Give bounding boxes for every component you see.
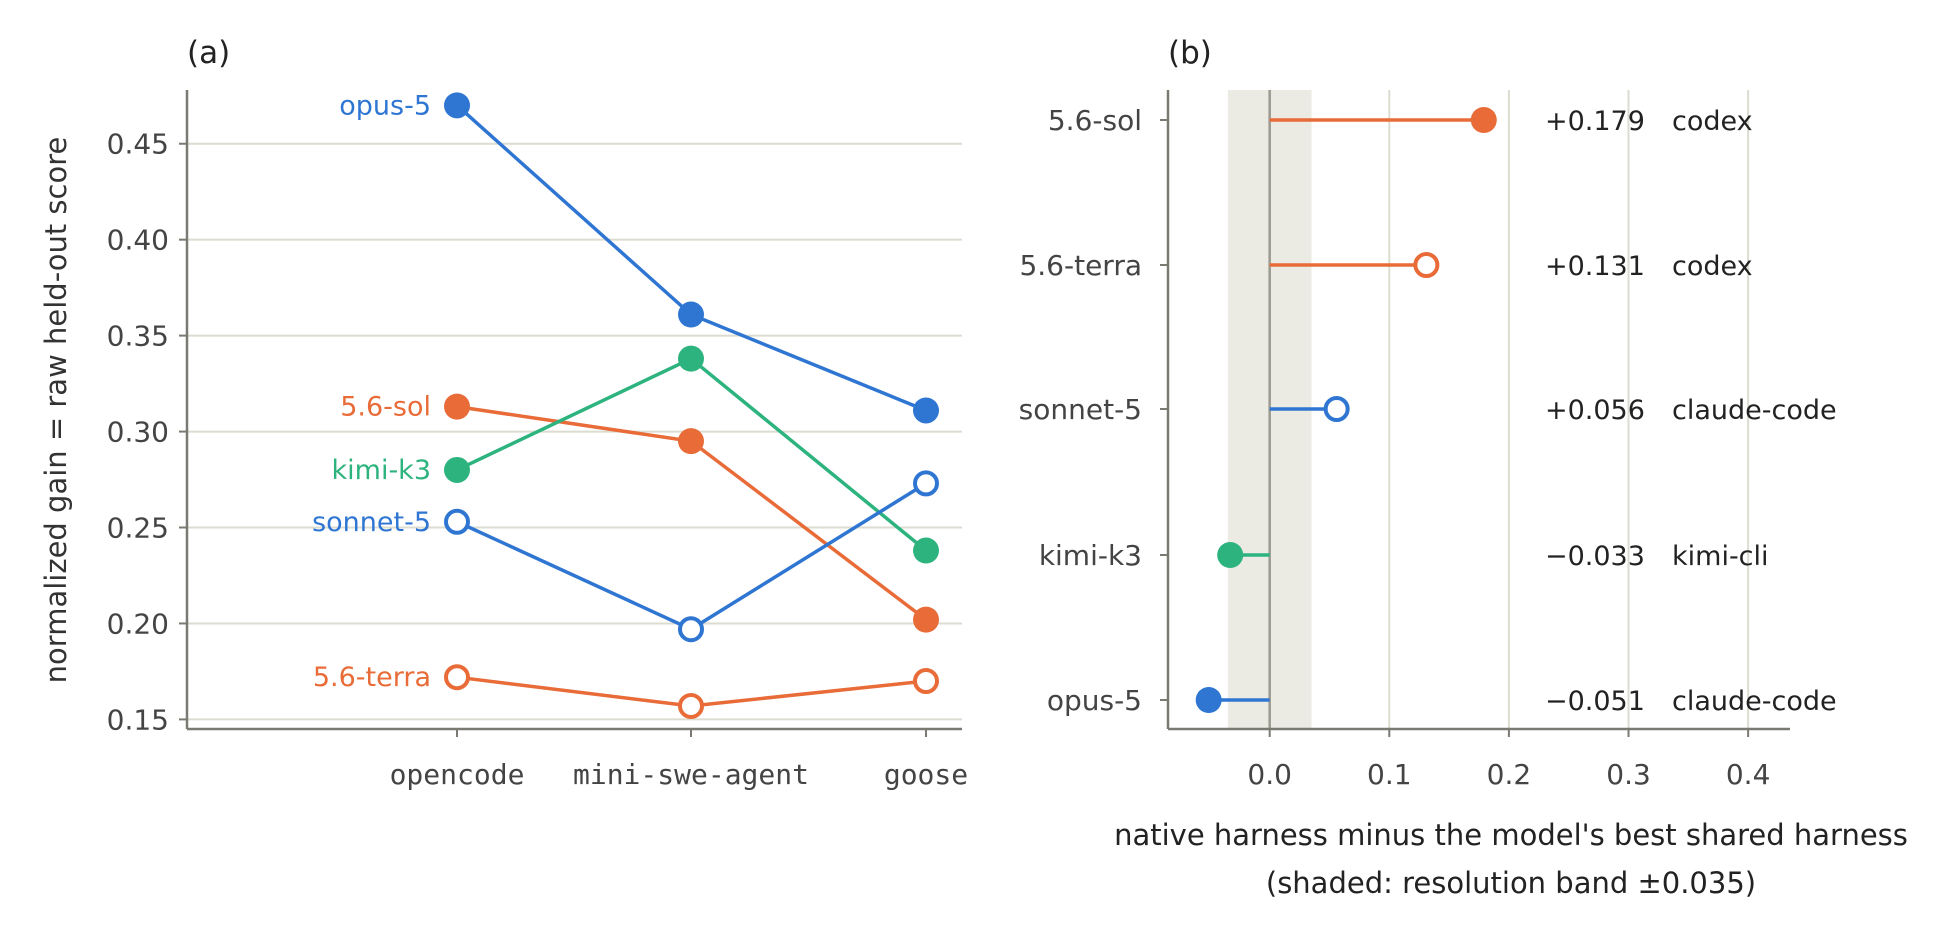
y-tick-label-5-6-terra: 5.6-terra (1019, 249, 1142, 282)
panel-b-x-axis-label-line1: native harness minus the model's best sh… (1114, 818, 1908, 852)
y-tick-label: 0.30 (107, 416, 169, 449)
panel-a: (a) 0.15 0.20 0.25 0.30 0.35 0.40 0.45 opencod… (39, 35, 968, 791)
point-sonnet-5 (1323, 396, 1350, 422)
y-tick-label: 0.45 (107, 128, 169, 161)
x-tick-label: 0.1 (1367, 758, 1412, 791)
panel-b: (b) 0.0 0.1 0.2 0.3 0.4 5.6-sol +0.179 codex5.… (1019, 35, 1908, 900)
point-opus-5-mini-swe-agent (678, 301, 704, 328)
x-tick-label: 0.0 (1247, 758, 1292, 791)
point-kimi-k3-goose (913, 537, 939, 564)
series-label-kimi-k3: kimi-k3 (332, 455, 432, 486)
x-tick-label: 0.4 (1726, 758, 1771, 791)
x-tick-label-goose: goose (884, 758, 968, 791)
point-5-6-sol (1470, 107, 1497, 133)
harness-label-5-6-terra: codex (1672, 251, 1753, 282)
panel-a-gridlines (187, 142, 962, 721)
harness-label-sonnet-5: claude-code (1672, 395, 1837, 426)
harness-label-5-6-sol: codex (1672, 106, 1753, 137)
panel-b-gridlines (1388, 90, 1750, 729)
panel-a-label: (a) (187, 35, 230, 71)
series-label-5-6-terra: 5.6-terra (313, 662, 431, 693)
x-tick-label: 0.3 (1606, 758, 1651, 791)
series-label-sonnet-5: sonnet-5 (312, 507, 431, 538)
harness-label-opus-5: claude-code (1672, 686, 1837, 717)
y-tick-label: 0.25 (107, 512, 169, 545)
series-label-opus-5: opus-5 (339, 90, 431, 121)
series-5-6-terra: 5.6-terra (313, 662, 939, 719)
series-label-5-6-sol: 5.6-sol (340, 392, 431, 423)
x-tick-label: 0.2 (1487, 758, 1532, 791)
point-kimi-k3-opencode (444, 456, 470, 483)
value-label-kimi-k3: −0.033 (1545, 541, 1645, 572)
row-kimi-k3: kimi-k3 −0.033 kimi-cli (1039, 539, 1769, 572)
panel-a-series: opus-5 5.6-sol kimi-k3 sonnet-5 5.6-terra (312, 90, 939, 719)
panel-b-label: (b) (1168, 35, 1212, 71)
series-kimi-k3: kimi-k3 (332, 345, 939, 564)
point-5-6-terra-goose (913, 668, 939, 695)
point-opus-5-opencode (444, 92, 470, 119)
point-opus-5 (1195, 687, 1222, 713)
value-label-5-6-terra: +0.131 (1545, 251, 1645, 282)
y-tick-label-kimi-k3: kimi-k3 (1039, 539, 1142, 572)
y-tick-label: 0.35 (107, 320, 169, 353)
point-5-6-terra-opencode (444, 664, 470, 691)
y-tick-label: 0.15 (107, 703, 169, 736)
y-tick-label: 0.20 (107, 607, 169, 640)
panel-a-y-axis-label: normalized gain = raw held-out score (39, 137, 73, 684)
y-tick-label: 0.40 (107, 224, 169, 257)
y-tick-label-opus-5: opus-5 (1047, 684, 1142, 717)
panel-b-rows: 5.6-sol +0.179 codex 5.6-terra +0.131 codex so… (1019, 104, 1837, 717)
panel-b-x-axis-label-line2: (shaded: resolution band ±0.035) (1266, 866, 1756, 900)
point-5-6-sol-opencode (444, 393, 470, 420)
point-5-6-terra (1413, 252, 1440, 278)
row-opus-5: opus-5 −0.051 claude-code (1047, 684, 1837, 717)
row-5-6-sol: 5.6-sol +0.179 codex (1048, 104, 1753, 137)
panel-a-y-ticks: 0.15 0.20 0.25 0.30 0.35 0.40 0.45 (107, 128, 187, 736)
panel-b-x-ticks: 0.0 0.1 0.2 0.3 0.4 (1247, 729, 1770, 791)
x-tick-label-opencode: opencode (390, 758, 525, 791)
series-line-kimi-k3 (456, 356, 928, 552)
x-tick-label-mini-swe-agent: mini-swe-agent (573, 758, 809, 791)
point-sonnet-5-opencode (444, 508, 470, 535)
panel-a-x-ticks: opencode mini-swe-agent goose (390, 729, 968, 791)
series-5-6-sol: 5.6-sol (340, 392, 939, 633)
panel-a-axes (185, 90, 962, 731)
value-label-opus-5: −0.051 (1545, 686, 1645, 717)
row-5-6-terra: 5.6-terra +0.131 codex (1019, 249, 1752, 282)
value-label-5-6-sol: +0.179 (1545, 106, 1645, 137)
point-kimi-k3-mini-swe-agent (678, 345, 704, 372)
y-tick-label-sonnet-5: sonnet-5 (1019, 393, 1142, 426)
harness-label-kimi-k3: kimi-cli (1672, 541, 1769, 572)
series-opus-5: opus-5 (339, 90, 939, 424)
point-sonnet-5-goose (913, 470, 939, 497)
point-opus-5-goose (913, 397, 939, 424)
point-kimi-k3 (1217, 542, 1244, 568)
point-5-6-terra-mini-swe-agent (678, 692, 704, 719)
point-5-6-sol-goose (913, 606, 939, 633)
row-sonnet-5: sonnet-5 +0.056 claude-code (1019, 393, 1837, 426)
series-line-sonnet-5 (456, 481, 927, 632)
series-sonnet-5: sonnet-5 (312, 470, 939, 643)
point-5-6-sol-mini-swe-agent (678, 428, 704, 455)
y-tick-label-5-6-sol: 5.6-sol (1048, 104, 1142, 137)
value-label-sonnet-5: +0.056 (1545, 395, 1645, 426)
point-sonnet-5-mini-swe-agent (678, 616, 704, 643)
